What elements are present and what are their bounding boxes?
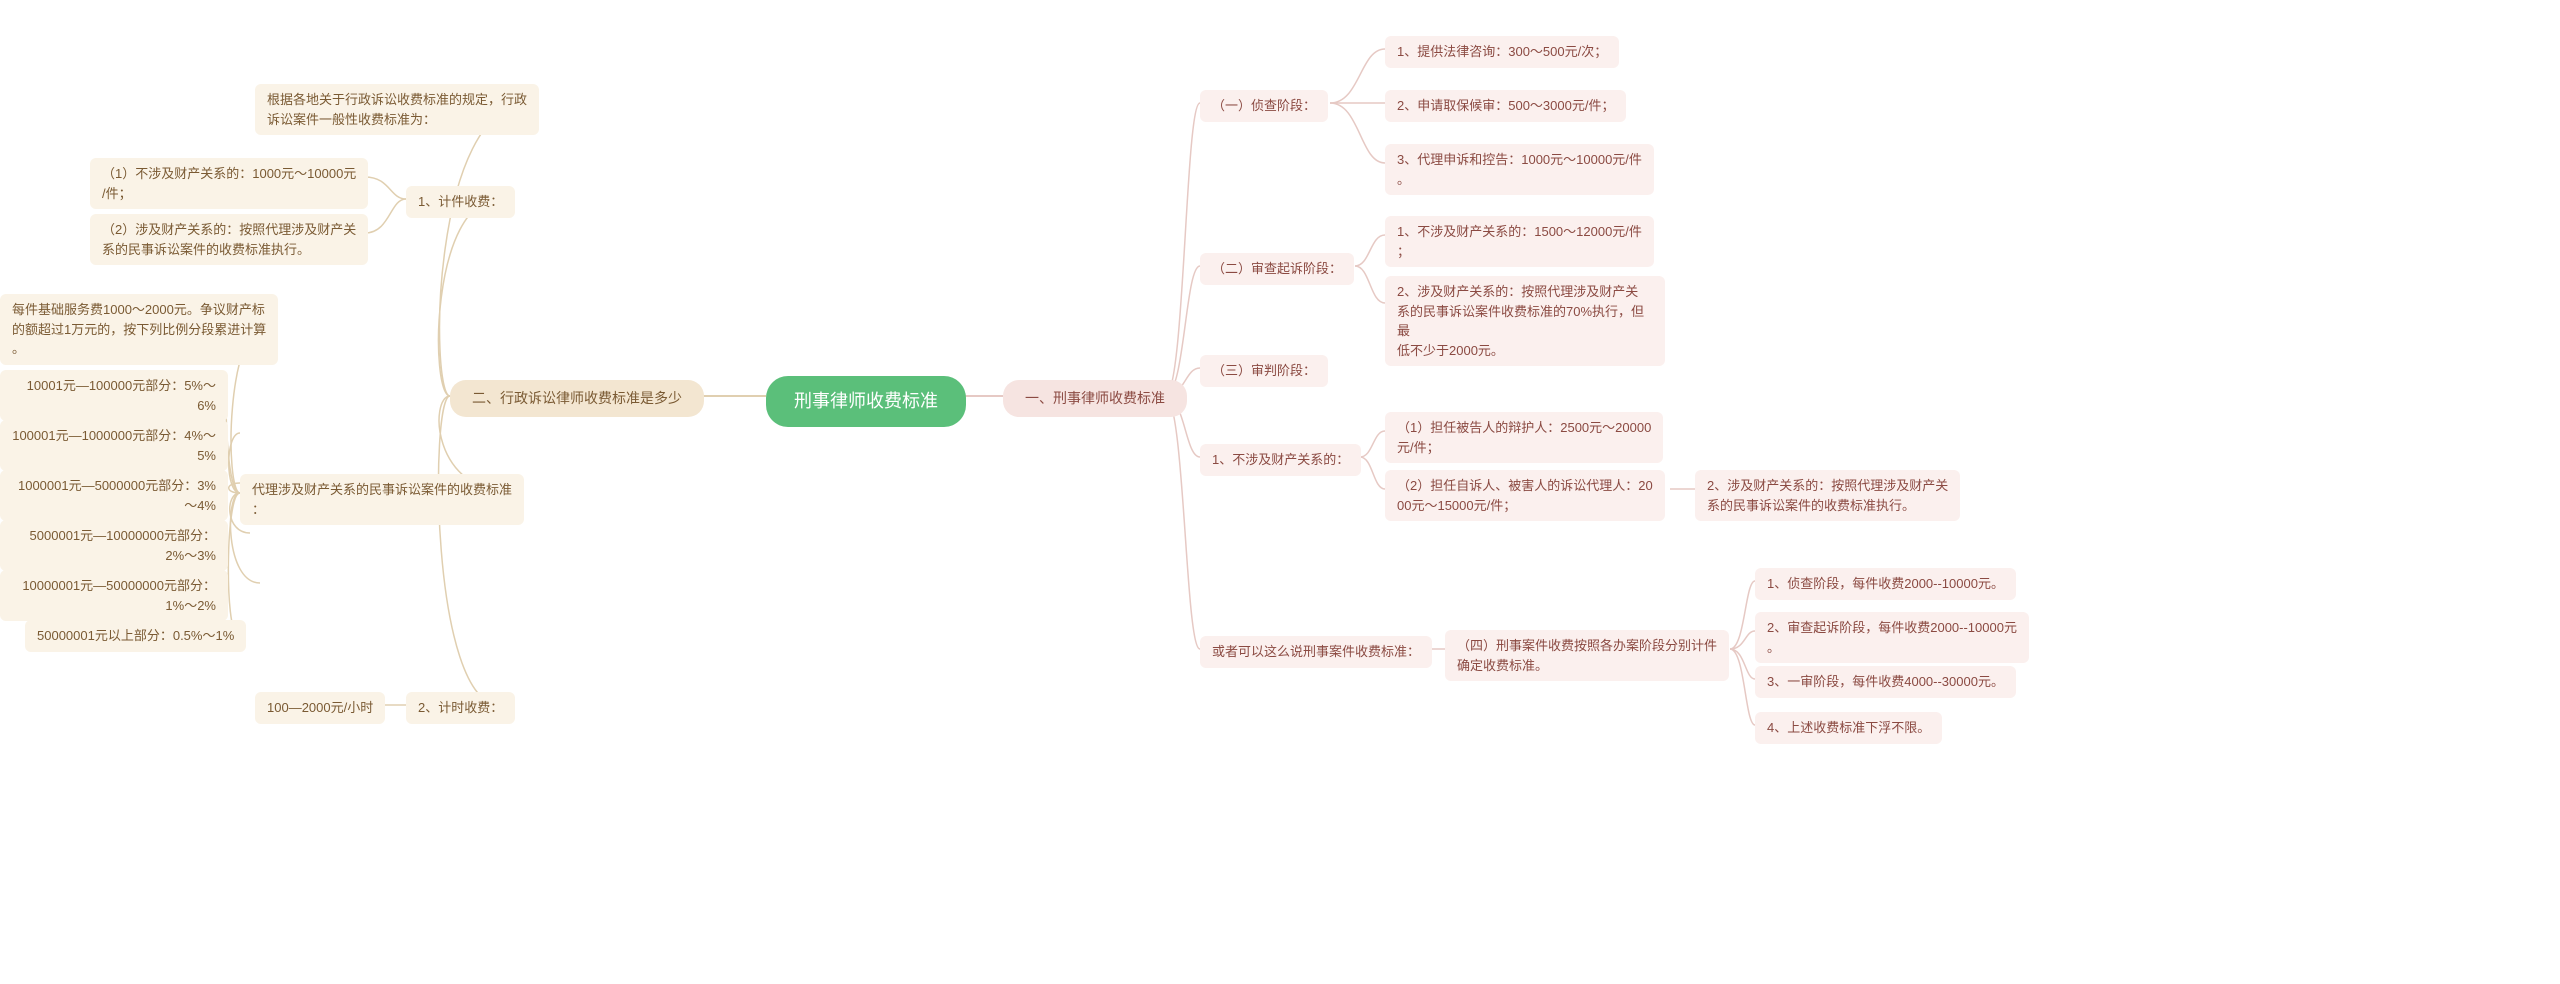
node-r5a4[interactable]: 4、上述收费标准下浮不限。 [1755,712,1942,744]
node-r3[interactable]: （三）审判阶段： [1200,355,1328,387]
node-lx[interactable]: 代理涉及财产关系的民事诉讼案件的收费标准 ： [240,474,524,525]
node-r4[interactable]: 1、不涉及财产关系的： [1200,444,1361,476]
node-r4a[interactable]: （1）担任被告人的辩护人：2500元～20000 元/件； [1385,412,1663,463]
node-r4b[interactable]: （2）担任自诉人、被害人的诉讼代理人：20 00元～15000元/件； [1385,470,1665,521]
node-r1c[interactable]: 3、代理申诉和控告：1000元～10000元/件 。 [1385,144,1654,195]
branch-left-main[interactable]: 二、行政诉讼律师收费标准是多少 [450,380,704,417]
node-lx5[interactable]: 10000001元—50000000元部分：1%～2% [0,570,228,621]
root-node[interactable]: 刑事律师收费标准 [766,376,966,427]
node-r1[interactable]: （一）侦查阶段： [1200,90,1328,122]
node-l1a[interactable]: （1）不涉及财产关系的：1000元～10000元 /件； [90,158,368,209]
node-r5a[interactable]: （四）刑事案件收费按照各办案阶段分别计件 确定收费标准。 [1445,630,1729,681]
node-lx2[interactable]: 100001元—1000000元部分：4%～5% [0,420,228,471]
node-lx0[interactable]: 每件基础服务费1000～2000元。争议财产标 的额超过1万元的，按下列比例分段… [0,294,278,365]
node-lx4[interactable]: 5000001元—10000000元部分：2%～3% [0,520,228,571]
node-r5a1[interactable]: 1、侦查阶段，每件收费2000--10000元。 [1755,568,2016,600]
node-r4b2[interactable]: 2、涉及财产关系的：按照代理涉及财产关 系的民事诉讼案件的收费标准执行。 [1695,470,1960,521]
node-r5a3[interactable]: 3、一审阶段，每件收费4000--30000元。 [1755,666,2016,698]
node-lx3[interactable]: 1000001元—5000000元部分：3%～4% [0,470,228,521]
node-lx1[interactable]: 10001元—100000元部分：5%～6% [0,370,228,421]
node-lx6[interactable]: 50000001元以上部分：0.5%～1% [25,620,246,652]
node-r2a[interactable]: 1、不涉及财产关系的：1500～12000元/件 ； [1385,216,1654,267]
node-l0[interactable]: 根据各地关于行政诉讼收费标准的规定，行政 诉讼案件一般性收费标准为： [255,84,539,135]
node-l1[interactable]: 1、计件收费： [406,186,515,218]
node-l2a[interactable]: 100—2000元/小时 [255,692,385,724]
node-l1b[interactable]: （2）涉及财产关系的：按照代理涉及财产关 系的民事诉讼案件的收费标准执行。 [90,214,368,265]
node-l2[interactable]: 2、计时收费： [406,692,515,724]
node-r2[interactable]: （二）审查起诉阶段： [1200,253,1354,285]
node-r1b[interactable]: 2、申请取保候审：500～3000元/件； [1385,90,1626,122]
node-r1a[interactable]: 1、提供法律咨询：300～500元/次； [1385,36,1619,68]
node-r5a2[interactable]: 2、审查起诉阶段，每件收费2000--10000元 。 [1755,612,2029,663]
branch-right-main[interactable]: 一、刑事律师收费标准 [1003,380,1187,417]
node-r5[interactable]: 或者可以这么说刑事案件收费标准： [1200,636,1432,668]
node-r2b[interactable]: 2、涉及财产关系的：按照代理涉及财产关 系的民事诉讼案件收费标准的70%执行，但… [1385,276,1665,366]
mindmap-canvas: 刑事律师收费标准 一、刑事律师收费标准 二、行政诉讼律师收费标准是多少 （一）侦… [0,0,2560,984]
